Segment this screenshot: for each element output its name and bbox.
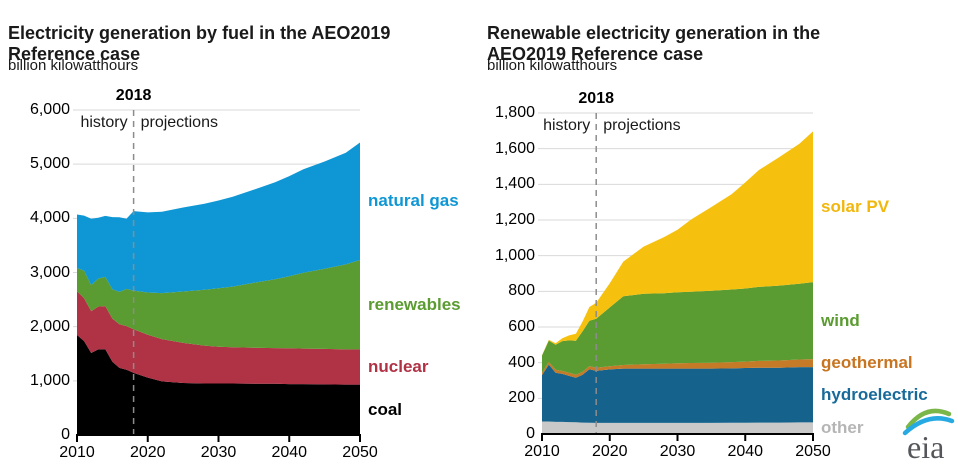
series-label-other: other xyxy=(821,418,864,438)
x-axis-label: 2010 xyxy=(59,444,95,461)
projections-label: projections xyxy=(603,117,681,134)
y-axis-label: 5,000 xyxy=(29,155,70,173)
renewable-electricity-generation-plot xyxy=(538,112,814,441)
divider-year-label: 2018 xyxy=(115,87,152,104)
y-axis-label: 600 xyxy=(508,318,535,335)
chart-subtitle: billion kilowatthours xyxy=(8,57,139,74)
y-axis-label: 200 xyxy=(508,389,535,407)
y-axis-label: 0 xyxy=(526,425,535,442)
y-axis-label: 800 xyxy=(508,282,535,300)
area-other xyxy=(542,421,813,434)
x-axis-label: 2010 xyxy=(524,443,560,460)
eia-logo-swoosh-green-icon xyxy=(905,408,952,430)
eia-logo: eia xyxy=(896,400,956,466)
x-axis-label: 2050 xyxy=(342,444,378,461)
y-axis-label: 6,000 xyxy=(29,101,70,118)
y-axis-label: 4,000 xyxy=(29,209,70,227)
area-geothermal xyxy=(542,359,813,378)
area-hydroelectric xyxy=(542,364,813,423)
y-axis-label: 3,000 xyxy=(29,263,70,281)
series-label-geothermal: geothermal xyxy=(821,353,913,373)
series-label-coal: coal xyxy=(368,399,403,419)
series-label-natural-gas: natural gas xyxy=(368,191,459,211)
x-axis-label: 2020 xyxy=(129,444,166,461)
divider-year-label: 2018 xyxy=(578,90,614,107)
series-label-hydroelectric: hydroelectric xyxy=(821,384,928,404)
area-renewables xyxy=(77,260,360,350)
chart-title: Electricity generation by fuel in the AE… xyxy=(8,22,391,64)
chart-panel-right: Renewable electricity generation in the … xyxy=(479,0,958,472)
chart-subtitle: billion kilowatthours xyxy=(487,57,618,74)
y-axis-label: 1,000 xyxy=(29,371,70,389)
area-wind xyxy=(542,282,813,375)
x-axis-label: 2040 xyxy=(271,444,308,461)
area-coal xyxy=(77,335,360,435)
history-label: history xyxy=(543,117,591,134)
x-axis-label: 2050 xyxy=(795,443,831,460)
y-axis-label: 400 xyxy=(508,353,535,371)
y-axis-label: 2,000 xyxy=(29,317,70,335)
x-axis-label: 2020 xyxy=(591,443,628,460)
y-axis-label: 1,400 xyxy=(494,175,535,193)
projections-label: projections xyxy=(140,114,218,131)
y-axis-label: 1,000 xyxy=(494,246,535,264)
y-axis-label: 1,800 xyxy=(494,104,535,121)
x-axis-label: 2030 xyxy=(200,444,237,461)
y-axis-label: 1,600 xyxy=(494,139,535,157)
x-axis-label: 2040 xyxy=(727,443,764,460)
series-label-solar-pv: solar PV xyxy=(821,196,890,216)
chart-panel-left: Electricity generation by fuel in the AE… xyxy=(8,22,461,461)
eia-logo-graphic: eia xyxy=(902,408,955,465)
series-label-renewables: renewables xyxy=(368,294,461,314)
eia-logo-text: eia xyxy=(907,429,944,465)
area-natural-gas xyxy=(77,142,360,294)
x-axis-label: 2030 xyxy=(659,443,696,460)
eia-logo-swoosh-blue-icon xyxy=(902,416,955,436)
area-solar-pv xyxy=(542,131,813,356)
y-axis-label: 0 xyxy=(61,426,70,443)
chart-title: Renewable electricity generation in the … xyxy=(487,22,821,64)
series-label-wind: wind xyxy=(821,310,860,330)
y-axis-label: 1,200 xyxy=(494,211,535,228)
series-label-nuclear: nuclear xyxy=(368,357,429,377)
area-nuclear xyxy=(77,291,360,385)
history-label: history xyxy=(80,114,128,131)
electricity-generation-by-fuel-plot xyxy=(73,109,361,442)
